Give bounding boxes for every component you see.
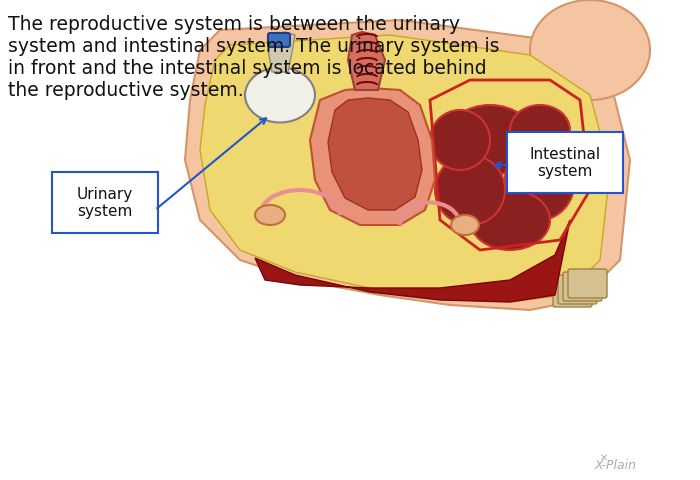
Ellipse shape [510, 105, 570, 155]
Ellipse shape [470, 190, 550, 250]
Polygon shape [255, 220, 570, 302]
Text: Urinary
system: Urinary system [77, 187, 133, 219]
Polygon shape [185, 20, 630, 310]
FancyBboxPatch shape [558, 275, 597, 304]
Ellipse shape [245, 68, 315, 122]
Polygon shape [268, 32, 295, 72]
FancyBboxPatch shape [52, 172, 158, 233]
Ellipse shape [505, 140, 575, 220]
Ellipse shape [445, 105, 535, 175]
FancyBboxPatch shape [507, 132, 623, 193]
Text: Intestinal
system: Intestinal system [529, 147, 601, 179]
FancyBboxPatch shape [568, 269, 607, 298]
Ellipse shape [530, 0, 650, 100]
Ellipse shape [430, 110, 490, 170]
Polygon shape [200, 35, 610, 302]
Ellipse shape [451, 215, 479, 235]
Text: X-Plain: X-Plain [595, 459, 637, 472]
Ellipse shape [268, 35, 288, 45]
Polygon shape [310, 88, 435, 225]
Ellipse shape [255, 205, 285, 225]
FancyBboxPatch shape [553, 278, 592, 307]
Text: ✕: ✕ [600, 453, 608, 463]
Polygon shape [328, 98, 422, 210]
FancyBboxPatch shape [563, 272, 602, 301]
Ellipse shape [435, 155, 505, 225]
FancyBboxPatch shape [268, 33, 290, 47]
Polygon shape [348, 32, 385, 90]
Text: The reproductive system is between the urinary
system and intestinal system. The: The reproductive system is between the u… [8, 15, 500, 100]
